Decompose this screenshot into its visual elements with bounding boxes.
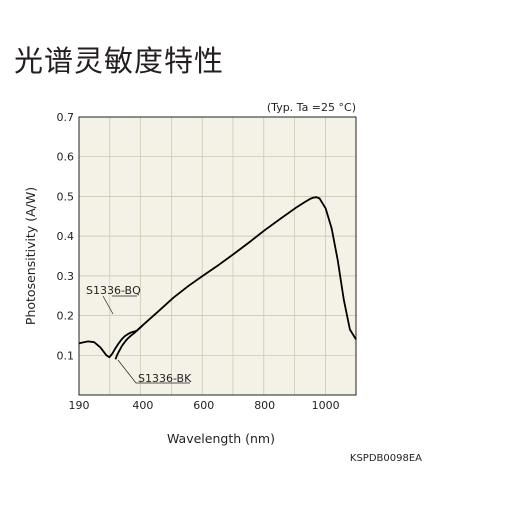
y-tick-label: 0.5 xyxy=(57,190,75,203)
y-tick-label: 0.1 xyxy=(57,349,75,362)
series-line-s1336-bk xyxy=(114,324,144,360)
page-title: 光谱灵敏度特性 xyxy=(14,44,225,78)
series-line-s1336-bq xyxy=(78,196,357,359)
bk-leader-diagonal xyxy=(117,359,137,384)
condition-note: (Typ. Ta =25 °C) xyxy=(267,101,356,114)
grid-lines xyxy=(79,117,356,395)
x-tick-label: 600 xyxy=(193,399,214,412)
bq-leader-diagonal xyxy=(102,295,114,315)
x-tick-label: 400 xyxy=(132,399,153,412)
y-tick-label: 0.2 xyxy=(57,310,75,323)
plot-area xyxy=(79,117,356,395)
document-code: KSPDB0098EA xyxy=(350,453,422,464)
y-axis-title: Photosensitivity (A/W) xyxy=(23,187,38,325)
annotation-s1336-bk: S1336-BK xyxy=(138,372,192,385)
y-tick-label: 0.3 xyxy=(57,270,75,283)
x-tick-label: 1000 xyxy=(312,399,340,412)
x-tick-label: 800 xyxy=(254,399,275,412)
y-tick-labels: 0.1 0.2 0.3 0.4 0.5 0.6 0.7 xyxy=(57,111,75,362)
y-tick-label: 0.7 xyxy=(57,111,75,124)
y-tick-label: 0.6 xyxy=(57,151,75,164)
y-tick-label: 0.4 xyxy=(57,230,75,243)
x-tick-labels: 190 400 600 800 1000 xyxy=(69,399,340,412)
plot-frame xyxy=(78,116,357,396)
x-axis-title: Wavelength (nm) xyxy=(167,431,275,446)
x-tick-label: 190 xyxy=(69,399,90,412)
curves xyxy=(78,196,357,360)
annotation-s1336-bq: S1336-BQ xyxy=(86,284,141,297)
